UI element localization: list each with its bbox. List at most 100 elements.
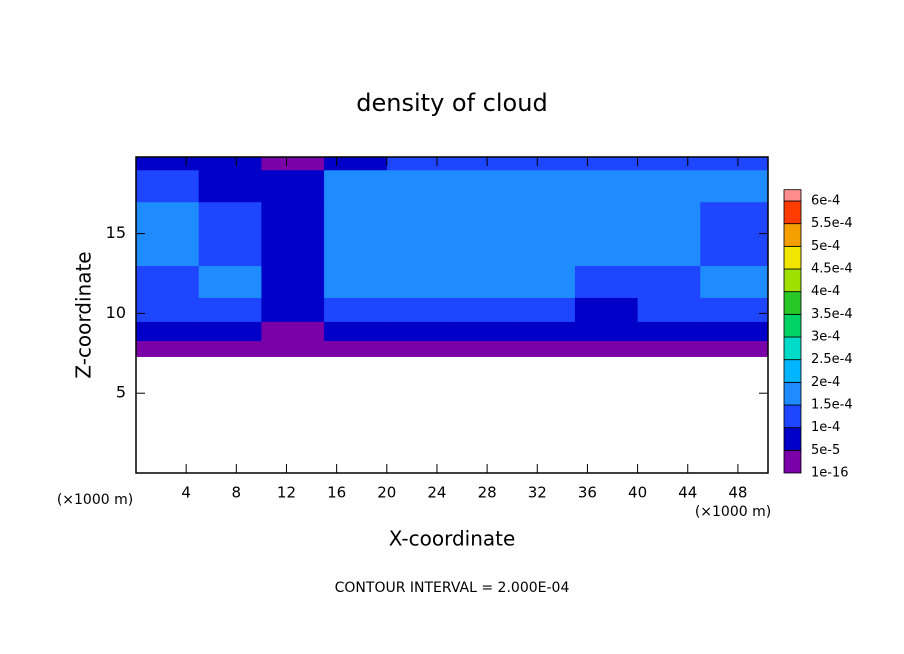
contour-cell <box>700 169 769 203</box>
contour-cell <box>261 157 325 171</box>
colorbar-label: 3e-4 <box>811 330 840 345</box>
contour-cell <box>324 169 388 203</box>
contour-cell <box>261 201 325 267</box>
contour-cell <box>136 201 200 267</box>
contour-cell <box>574 265 639 298</box>
contour-cell <box>574 340 639 357</box>
colorbar-box <box>783 449 802 474</box>
contour-cell <box>198 321 262 342</box>
contour-cell <box>449 157 513 171</box>
contour-cell <box>324 201 388 267</box>
contour-cell <box>198 169 262 203</box>
contour-cell <box>386 169 450 203</box>
x-tick-label: 48 <box>728 484 747 502</box>
x-tick-label: 8 <box>232 484 242 502</box>
contour-cell <box>512 265 576 298</box>
contour-cell <box>512 297 576 322</box>
contour-cell <box>574 321 639 342</box>
contour-cell <box>637 321 701 342</box>
contour-cell <box>324 265 388 298</box>
contour-cell <box>574 297 639 322</box>
x-tick-label: 36 <box>578 484 597 502</box>
contour-cell <box>637 157 701 171</box>
colorbar-box <box>783 336 802 361</box>
colorbar-label: 4e-4 <box>811 284 840 299</box>
contour-cell <box>261 297 325 322</box>
contour-cell <box>574 157 639 171</box>
colorbar-box <box>783 404 802 429</box>
contour-cell <box>700 157 769 171</box>
colorbar-box <box>783 245 802 270</box>
x-tick-label: 20 <box>377 484 396 502</box>
colorbar-box <box>783 359 802 383</box>
colorbar-box <box>783 200 802 225</box>
chart-title: density of cloud <box>356 89 547 117</box>
contour-cell <box>136 157 200 171</box>
x-axis-label: X-coordinate <box>389 527 516 551</box>
contour-cell <box>261 169 325 203</box>
contour-cell <box>700 321 769 342</box>
colorbar-box <box>783 189 802 202</box>
colorbar-label: 5.5e-4 <box>811 216 853 231</box>
contour-cell <box>449 265 513 298</box>
contour-cell <box>637 297 701 322</box>
contour-cell <box>324 157 388 171</box>
contour-cell <box>386 297 450 322</box>
contour-cell <box>324 340 388 357</box>
contour-cell <box>449 321 513 342</box>
contour-cell <box>261 340 325 357</box>
colorbar-box <box>783 427 802 451</box>
contour-cell <box>449 297 513 322</box>
contour-cell <box>512 340 576 357</box>
colorbar-label: 4.5e-4 <box>811 262 853 277</box>
contour-cell <box>198 297 262 322</box>
contour-cell <box>449 201 513 267</box>
contour-cell <box>637 201 701 267</box>
colorbar-box <box>783 268 802 293</box>
contour-cell <box>637 340 701 357</box>
contour-cell <box>136 297 200 322</box>
x-tick-label: 40 <box>628 484 647 502</box>
contour-cell <box>386 321 450 342</box>
colorbar-label: 6e-4 <box>811 194 840 209</box>
contour-cell <box>386 265 450 298</box>
contour-cell <box>512 321 576 342</box>
contour-cell <box>136 340 200 357</box>
x-tick-label: 16 <box>327 484 346 502</box>
colorbar-label: 2e-4 <box>811 375 840 390</box>
contour-cell <box>324 297 388 322</box>
y-tick-label: 10 <box>106 303 126 322</box>
x-tick-label: 44 <box>678 484 697 502</box>
x-unit-label: (×1000 m) <box>695 504 771 520</box>
colorbar-box <box>783 223 802 247</box>
colorbar-label: 5e-4 <box>811 239 840 254</box>
contour-cell <box>512 169 576 203</box>
contour-cell <box>574 201 639 267</box>
contour-cell <box>261 321 325 342</box>
footer-note: CONTOUR INTERVAL = 2.000E-04 <box>335 580 570 596</box>
colorbar-box <box>783 291 802 315</box>
x-tick-label: 24 <box>427 484 446 502</box>
contour-cell <box>449 340 513 357</box>
contour-cell <box>198 340 262 357</box>
contour-cell <box>700 265 769 298</box>
colorbar-label: 1e-16 <box>811 466 849 481</box>
contour-cell <box>198 265 262 298</box>
contour-cell <box>324 321 388 342</box>
contour-cell <box>512 157 576 171</box>
colorbar-label: 1.5e-4 <box>811 398 853 413</box>
colorbar-label: 5e-5 <box>811 443 840 458</box>
contour-cell <box>198 201 262 267</box>
contour-cell <box>136 169 200 203</box>
y-tick-label: 5 <box>116 383 126 402</box>
y-axis-label: Z-coordinate <box>72 251 96 378</box>
contour-cell <box>136 265 200 298</box>
contour-cell <box>637 169 701 203</box>
contour-cell <box>700 201 769 267</box>
contour-cell <box>261 265 325 298</box>
colorbar-label: 1e-4 <box>811 420 840 435</box>
contour-cell <box>512 201 576 267</box>
colorbar-label: 2.5e-4 <box>811 352 853 367</box>
contour-cell <box>637 265 701 298</box>
